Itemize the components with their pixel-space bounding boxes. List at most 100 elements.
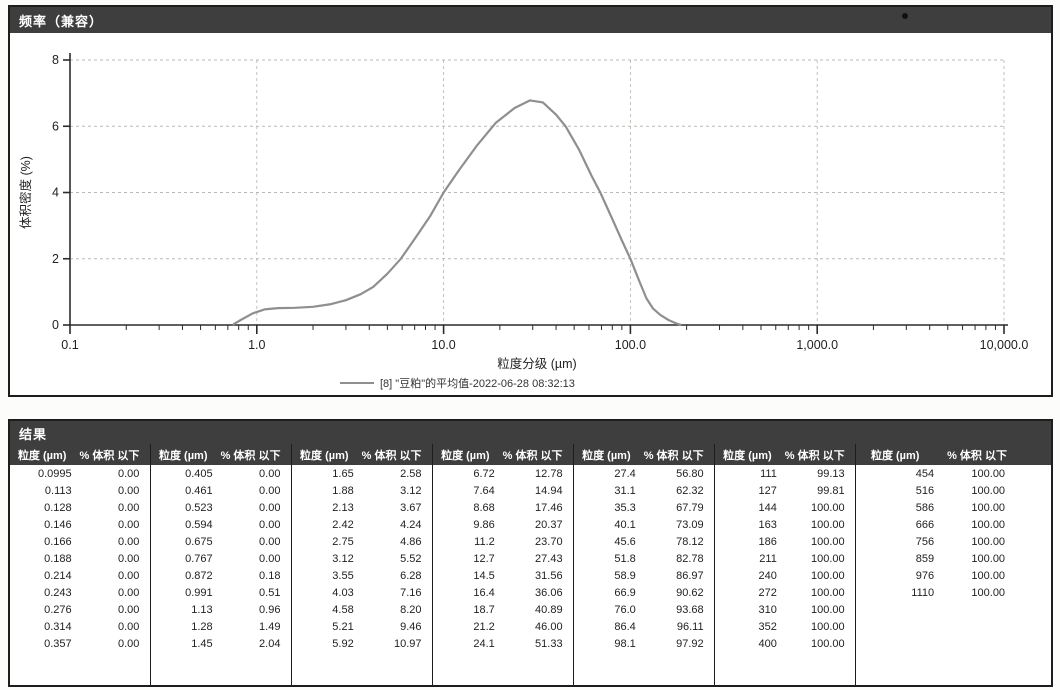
pct-below-value: 97.92 [676,637,704,650]
size-value: 1.28 [191,620,213,633]
size-value: 51.8 [614,552,636,565]
pct-below-value: 100.00 [971,569,1006,582]
pct-below-value: 100.00 [971,501,1006,514]
pct-below-value: 100.00 [971,467,1006,480]
size-value: 45.6 [614,535,636,548]
size-value: 21.2 [473,620,495,633]
results-panel: 结果 粒度 (µm)% 体积 以下 0.0995 0.00 0.113 0.00 0.12… [8,419,1053,687]
results-column-group: 粒度 (µm)% 体积 以下 111 99.13 127 99.81 144 100.00 1… [714,444,856,685]
size-value: 756 [915,535,935,548]
results-column-headers: 粒度 (µm) % 体积 以下 [574,444,715,465]
size-value: 0.675 [185,535,213,548]
size-value: 98.1 [614,637,636,650]
results-column-headers: 粒度 (µm) % 体积 以下 [715,444,856,465]
table-row: 40.1 73.09 [574,516,714,533]
pct-below-value: 100.00 [811,518,845,531]
size-column-header: 粒度 (µm) [158,449,208,462]
size-value: 86.4 [614,620,636,633]
size-value: 240 [758,569,777,582]
size-value: 4.03 [332,586,354,599]
size-value: 2.42 [332,518,354,531]
pct-below-value: 67.79 [676,501,704,514]
table-row: 1.13 0.96 [151,601,291,618]
pct-below-value: 99.81 [817,484,845,497]
pct-below-value: 40.89 [535,603,563,616]
pct-below-value: 100.00 [971,535,1006,548]
size-value: 1.13 [191,603,213,616]
table-row: 98.1 97.92 [574,635,714,652]
size-value: 0.0995 [37,467,72,480]
pct-below-value: 100.00 [971,484,1006,497]
table-row: 586 100.00 [856,499,1051,516]
table-row: 0.461 0.00 [151,482,291,499]
x-tick-label: 1.0 [248,338,265,352]
y-tick-label: 2 [52,252,59,266]
pct-below-value: 100.00 [811,552,845,565]
pct-column-header: % 体积 以下 [784,449,845,462]
table-row: 859 100.00 [856,550,1051,567]
size-value: 454 [915,467,935,480]
table-row: 24.1 51.33 [433,635,573,652]
pct-below-value: 0.51 [259,586,281,599]
table-row: 2.42 4.24 [292,516,432,533]
pct-below-value: 96.11 [676,620,704,633]
pct-below-value: 46.00 [535,620,563,633]
table-row: 240 100.00 [715,567,855,584]
pct-below-value: 12.78 [535,467,563,480]
pct-below-value: 0.00 [259,535,281,548]
results-column-group: 粒度 (µm) % 体积 以下 27.4 56.80 31.1 62.32 35.3 67.7… [573,444,715,685]
size-value: 111 [760,467,777,480]
size-value: 14.5 [473,569,495,582]
size-value: 0.113 [44,484,72,497]
pct-below-value: 0.00 [118,501,140,514]
size-value: 0.146 [44,518,72,531]
pct-below-value: 86.97 [676,569,704,582]
pct-below-value: 2.04 [259,637,281,650]
pct-below-value: 0.96 [259,603,281,616]
size-value: 352 [758,620,777,633]
frequency-panel: 频率（兼容） 0 2 4 6 8 0.1 1.0 10.0 100.0 1,000.0 10,000… [8,5,1053,397]
table-row: 16.4 36.06 [433,584,573,601]
size-column-header: 粒度 (µm) [870,449,920,462]
pct-below-value: 51.33 [535,637,563,650]
pct-below-value: 99.13 [817,467,845,480]
pct-below-value: 73.09 [676,518,704,531]
size-value: 27.4 [614,467,636,480]
size-value: 5.21 [332,620,354,633]
pct-below-value: 100.00 [971,518,1006,531]
size-value: 666 [915,518,935,531]
size-value: 144 [758,501,777,514]
table-row: 5.92 10.97 [292,635,432,652]
pct-column-header: % 体积 以下 [79,449,140,462]
size-column-header: 粒度 (µm) [300,449,349,462]
size-value: 0.594 [185,518,213,531]
table-row: 0.523 0.00 [151,499,291,516]
size-value: 31.1 [614,484,636,497]
size-value: 12.7 [473,552,495,565]
table-row: 2.75 4.86 [292,533,432,550]
pct-below-value: 0.00 [118,637,140,650]
pct-below-value: 0.18 [259,569,281,582]
pct-below-value: 56.80 [676,467,704,480]
pct-below-value: 100.00 [811,569,845,582]
table-row: 0.405 0.00 [151,465,291,482]
pct-below-value: 3.12 [400,484,422,497]
table-row: 127 99.81 [715,482,855,499]
pct-below-value: 0.00 [118,603,140,616]
size-value: 9.86 [473,518,495,531]
table-row: 310 100.00 [715,601,855,618]
results-column-group: 粒度 (µm)% 体积 以下 0.0995 0.00 0.113 0.00 0.128 0.… [10,444,151,685]
results-column-headers: 粒度 (µm) % 体积 以下 [433,444,574,465]
size-value: 0.405 [185,467,213,480]
size-value: 0.461 [185,484,213,497]
pct-below-value: 0.00 [259,467,281,480]
size-value: 272 [758,586,777,599]
size-value: 516 [915,484,935,497]
pct-below-value: 1.49 [259,620,281,633]
pct-column-header: % 体积 以下 [643,449,704,462]
size-value: 0.276 [44,603,72,616]
pct-below-value: 100.00 [811,501,845,514]
pct-below-value: 100.00 [811,586,845,599]
size-value: 66.9 [614,586,636,599]
pct-below-value: 31.56 [535,569,563,582]
